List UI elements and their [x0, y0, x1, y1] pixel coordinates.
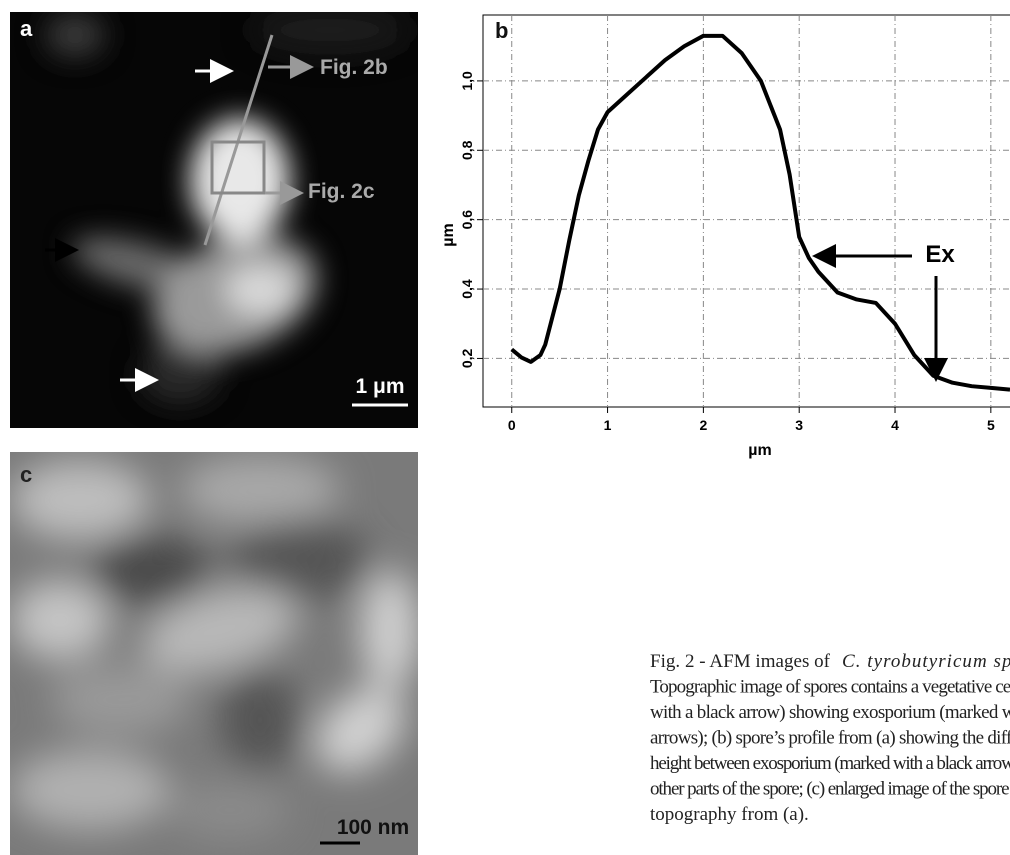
caption-italic: C. tyrobutyricum spo	[842, 651, 1010, 672]
annotation: Ex	[925, 241, 955, 268]
y-axis-label: µm	[440, 223, 457, 246]
afm-image-c	[10, 452, 418, 855]
x-tick-label: 5	[987, 417, 995, 433]
profile-chart: 0 1 2 3 4 5 0,2 0,4 0,6 0,8 1,0	[459, 14, 1010, 433]
profile-line	[510, 33, 1010, 392]
caption-line: height between exosporium (marked with a…	[650, 753, 1010, 774]
scale-label: 100 nm	[337, 816, 409, 839]
y-tick-label: 0,4	[459, 279, 475, 299]
x-tick-label: 3	[795, 417, 803, 433]
plot-frame	[482, 14, 1010, 408]
x-tick-label: 2	[699, 417, 707, 433]
caption-line: other parts of the spore; (c) enlarged i…	[650, 779, 1010, 800]
panel-label: c	[20, 462, 32, 487]
y-tick-label: 1,0	[459, 71, 475, 91]
caption-line: with a black arrow) showing exosporium (…	[650, 702, 1010, 723]
caption-line: Topographic image of spores contains a v…	[650, 677, 1010, 698]
annotation: Fig. 2c	[308, 180, 375, 203]
annotation: Fig. 2b	[320, 56, 388, 79]
caption-line: Fig. 2 - AFM images of	[650, 651, 831, 672]
caption-line: topography from (a).	[650, 804, 809, 825]
scale-label: 1 μm	[355, 375, 404, 398]
x-axis-label: µm	[748, 442, 771, 459]
y-tick-label: 0,2	[459, 348, 475, 368]
caption-line: arrows); (b) spore’s profile from (a) sh…	[650, 728, 1010, 749]
y-tick-label: 0,8	[459, 140, 475, 160]
x-tick-label: 1	[604, 417, 612, 433]
caption: Fig. 2 - AFM images of Topographic image…	[650, 651, 1010, 825]
panel-label: b	[495, 18, 508, 43]
x-tick-label: 0	[508, 417, 516, 433]
panel-label: a	[20, 16, 33, 41]
y-tick-label: 0,6	[459, 210, 475, 230]
x-tick-label: 4	[891, 417, 899, 433]
afm-image-a	[10, 12, 418, 428]
